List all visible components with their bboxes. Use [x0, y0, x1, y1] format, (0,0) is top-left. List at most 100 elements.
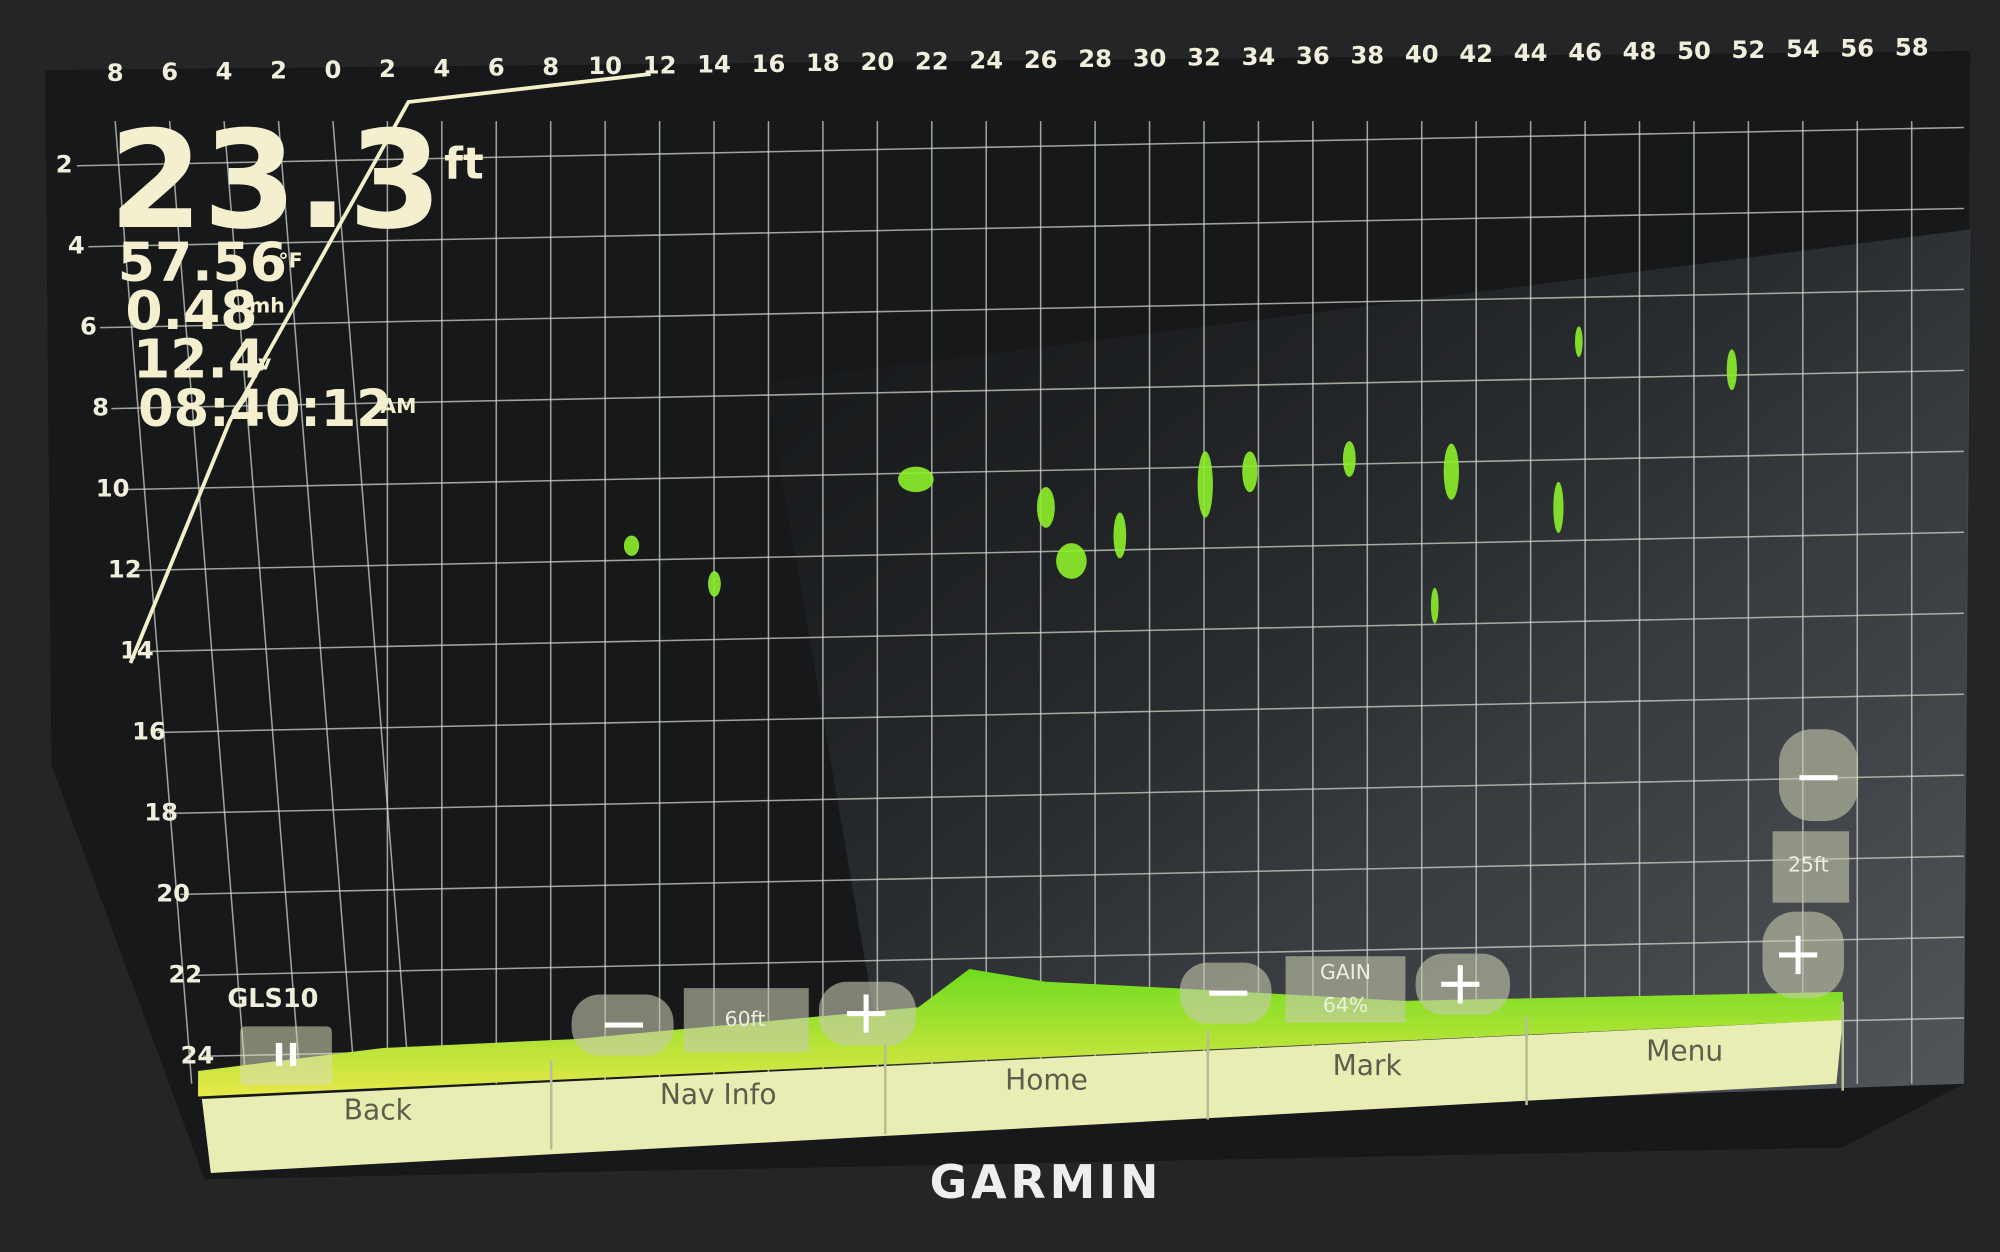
gain-label: GAIN [1320, 960, 1371, 984]
range-label: 0 [325, 56, 342, 84]
plus-icon [1795, 935, 1801, 975]
grid-line [76, 126, 1964, 167]
range-label: 6 [161, 58, 178, 86]
range-control: 60ft [571, 981, 916, 1056]
range-label: 26 [1024, 46, 1058, 74]
nav-button[interactable]: Back [344, 1093, 413, 1126]
nav-button[interactable]: Home [1005, 1063, 1088, 1096]
range-label: 2 [379, 55, 396, 83]
cone-line [128, 72, 651, 664]
grid-line [134, 531, 1964, 572]
grid-line [145, 612, 1964, 653]
range-label: 42 [1459, 40, 1493, 68]
depth-value: 23.3 [109, 102, 442, 259]
grid-line [191, 936, 1964, 977]
grid-line [277, 121, 356, 1084]
clock-unit: AM [380, 394, 416, 418]
voltage-unit: v [258, 351, 271, 375]
water-temp-unit: °F [278, 249, 302, 273]
source-label: GLS10 [227, 984, 318, 1014]
range-label: 14 [697, 51, 731, 79]
range-label: 50 [1677, 37, 1711, 65]
depth-unit: ft [444, 139, 484, 189]
grid-line [99, 288, 1964, 329]
grid [76, 121, 1964, 1084]
fish-returns [623, 326, 1737, 624]
range-label: 8 [542, 53, 559, 81]
depth-label: 20 [156, 879, 190, 907]
source-control[interactable]: GLS10 [227, 984, 332, 1085]
nav-button[interactable]: Nav Info [660, 1078, 777, 1111]
range-label: 52 [1732, 36, 1766, 64]
range-label: 22 [915, 47, 949, 75]
range-label: 4 [216, 57, 233, 85]
speed-unit: mh [249, 293, 285, 317]
gain-control: GAIN 64% [1179, 953, 1510, 1024]
grid-line [180, 855, 1964, 896]
grid-line [157, 693, 1964, 734]
range-label: 54 [1786, 35, 1820, 63]
range-label: 16 [752, 50, 786, 78]
grid-line [223, 121, 302, 1084]
range-label: 2 [270, 57, 287, 85]
depth-label: 2 [56, 151, 73, 179]
range-label: 40 [1405, 41, 1439, 69]
speed: 0.48 [125, 279, 257, 342]
depth-label: 8 [92, 394, 109, 422]
grid-line [168, 774, 1964, 815]
range-value: 60ft [725, 1007, 766, 1031]
depth-label: 14 [120, 636, 154, 664]
grid-line [88, 207, 1964, 248]
depth-label: 18 [144, 798, 178, 826]
depth-label: 16 [132, 717, 166, 745]
minus-icon [1799, 775, 1838, 781]
clock: 08:40:12 [138, 380, 392, 439]
plus-icon [1457, 965, 1463, 1004]
zoom-value: 25ft [1788, 853, 1829, 877]
range-label: 8 [107, 59, 124, 87]
range-label: 44 [1514, 39, 1548, 67]
range-label: 32 [1187, 44, 1221, 72]
nav-button[interactable]: Menu [1646, 1035, 1723, 1068]
grid-line [122, 450, 1964, 491]
voltage: 12.4 [133, 327, 265, 390]
zoom-box [1772, 831, 1850, 903]
range-label: 56 [1840, 34, 1874, 62]
zoom-control: 25ft [1762, 729, 1859, 999]
depth-label: 22 [168, 960, 202, 988]
readouts: 23.3 ft 57.56 °F 0.48 mh 12.4 v 08:40:12… [109, 102, 484, 439]
range-label: 10 [588, 52, 622, 80]
grid-line [332, 121, 411, 1084]
minus-icon [604, 1022, 644, 1028]
gain-box [1285, 956, 1406, 1023]
range-label: 34 [1242, 43, 1276, 71]
pause-button[interactable] [240, 1026, 332, 1085]
range-label: 20 [860, 48, 894, 76]
plus-icon [863, 994, 869, 1033]
nav-button[interactable]: Mark [1333, 1049, 1403, 1082]
range-label: 48 [1623, 38, 1657, 66]
range-label: 38 [1350, 41, 1384, 69]
range-label: 30 [1133, 44, 1167, 72]
range-label: 36 [1296, 42, 1330, 70]
range-box [683, 988, 809, 1052]
range-label: 24 [969, 47, 1003, 75]
pause-icon [275, 1042, 283, 1066]
range-label: 58 [1895, 34, 1929, 62]
pause-icon [289, 1042, 297, 1066]
depth-label: 12 [108, 556, 142, 584]
grid-line [168, 121, 247, 1084]
range-label: 6 [488, 54, 505, 82]
button-bar [201, 1019, 1843, 1173]
brand-logo: GARMIN [930, 1155, 1163, 1209]
range-label: 46 [1568, 38, 1602, 66]
range-label: 28 [1078, 45, 1112, 73]
minus-icon [1209, 990, 1248, 996]
depth-label: 6 [80, 313, 97, 341]
depth-label: 10 [96, 475, 130, 503]
water-temp: 57.56 [118, 230, 287, 293]
range-label: 12 [643, 51, 677, 79]
range-label: 4 [433, 54, 450, 82]
